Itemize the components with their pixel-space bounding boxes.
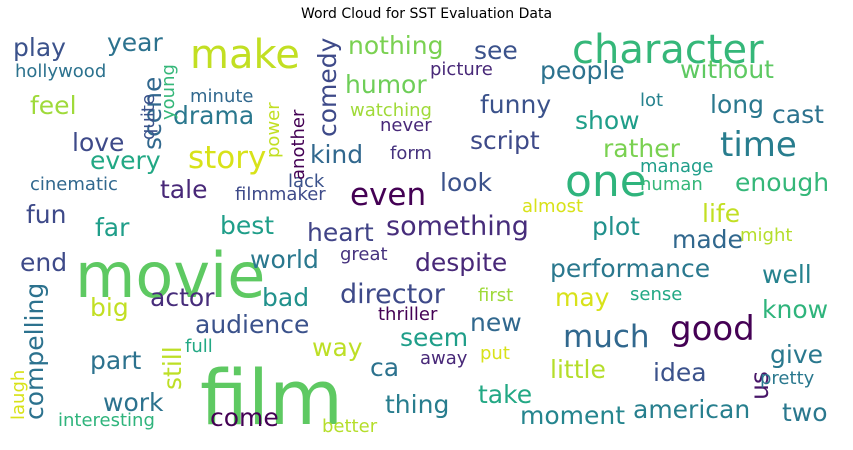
word-funny: funny bbox=[480, 90, 552, 119]
word-little: little bbox=[550, 355, 606, 384]
word-far: far bbox=[95, 213, 130, 242]
word-human: human bbox=[640, 174, 703, 195]
word-cast: cast bbox=[772, 100, 824, 129]
word-still: still bbox=[158, 346, 187, 390]
word-every: every bbox=[90, 146, 161, 175]
word-almost: almost bbox=[522, 196, 584, 217]
word-picture: picture bbox=[430, 59, 493, 80]
word-comedy: comedy bbox=[313, 37, 342, 137]
word-end: end bbox=[20, 248, 68, 277]
word-despite: despite bbox=[415, 248, 508, 277]
word-fun: fun bbox=[26, 200, 67, 229]
word-young: young bbox=[158, 64, 179, 120]
word-big: big bbox=[90, 293, 129, 322]
word-plot: plot bbox=[592, 212, 640, 241]
word-one: one bbox=[565, 156, 647, 207]
word-character: character bbox=[572, 27, 764, 73]
word-work: work bbox=[103, 388, 164, 417]
word-quite: quite bbox=[138, 94, 159, 140]
word-full: full bbox=[185, 336, 213, 357]
word-seem: seem bbox=[400, 323, 469, 352]
word-kind: kind bbox=[310, 140, 364, 169]
word-feel: feel bbox=[30, 91, 77, 120]
word-away: away bbox=[420, 348, 468, 369]
word-see: see bbox=[474, 36, 518, 65]
word-script: script bbox=[470, 126, 540, 155]
word-first: first bbox=[478, 285, 514, 306]
word-audience: audience bbox=[195, 310, 310, 339]
word-manage: manage bbox=[640, 156, 714, 177]
word-heart: heart bbox=[307, 218, 374, 247]
word-something: something bbox=[386, 211, 529, 242]
word-actor: actor bbox=[150, 283, 215, 312]
word-moment: moment bbox=[520, 401, 626, 430]
word-american: american bbox=[633, 395, 751, 424]
word-sense: sense bbox=[630, 284, 683, 305]
word-filmmaker: filmmaker bbox=[235, 184, 326, 205]
word-way: way bbox=[312, 333, 363, 362]
word-director: director bbox=[340, 279, 445, 310]
word-lack: lack bbox=[288, 171, 325, 192]
word-may: may bbox=[555, 283, 610, 312]
word-made: made bbox=[672, 225, 743, 254]
word-better: better bbox=[322, 416, 378, 437]
word-lot: lot bbox=[640, 90, 664, 111]
word-well: well bbox=[762, 260, 812, 289]
word-interesting: interesting bbox=[58, 410, 155, 431]
word-bad: bad bbox=[262, 283, 310, 312]
word-know: know bbox=[762, 295, 829, 324]
word-people: people bbox=[540, 56, 625, 85]
word-take: take bbox=[478, 380, 533, 409]
word-good: good bbox=[670, 309, 755, 349]
word-humor: humor bbox=[345, 70, 427, 99]
word-give: give bbox=[770, 340, 823, 369]
word-story: story bbox=[188, 140, 267, 176]
word-put: put bbox=[480, 343, 510, 364]
word-might: might bbox=[740, 225, 793, 246]
word-without: without bbox=[680, 55, 774, 84]
word-ca: ca bbox=[370, 353, 400, 382]
word-hollywood: hollywood bbox=[15, 61, 107, 82]
word-part: part bbox=[90, 346, 142, 375]
word-movie: movie bbox=[75, 239, 266, 312]
word-rather: rather bbox=[603, 134, 680, 163]
word-show: show bbox=[575, 106, 640, 135]
word-form: form bbox=[390, 143, 432, 164]
word-pretty: pretty bbox=[760, 368, 815, 389]
word-laugh: laugh bbox=[8, 369, 29, 420]
word-cinematic: cinematic bbox=[30, 174, 118, 195]
word-never: never bbox=[380, 115, 432, 136]
word-cloud: film movie one character make good time story ev… bbox=[8, 27, 843, 442]
word-thing: thing bbox=[385, 390, 450, 419]
word-long: long bbox=[710, 90, 764, 119]
word-year: year bbox=[107, 28, 163, 57]
word-another: another bbox=[288, 109, 309, 180]
word-love: love bbox=[72, 128, 125, 157]
word-great: great bbox=[340, 244, 388, 265]
word-life: life bbox=[702, 199, 741, 228]
word-tale: tale bbox=[160, 175, 208, 204]
word-play: play bbox=[13, 33, 66, 62]
word-performance: performance bbox=[550, 254, 711, 283]
word-much: much bbox=[563, 319, 650, 355]
word-enough: enough bbox=[735, 168, 830, 197]
word-two: two bbox=[782, 398, 828, 427]
word-idea: idea bbox=[653, 358, 707, 387]
chart-title: Word Cloud for SST Evaluation Data bbox=[300, 6, 553, 22]
word-world: world bbox=[250, 245, 319, 274]
word-new: new bbox=[470, 308, 522, 337]
word-film: film bbox=[200, 353, 344, 442]
word-thriller: thriller bbox=[378, 304, 438, 325]
word-look: look bbox=[440, 168, 493, 197]
word-make: make bbox=[190, 32, 300, 78]
word-power: power bbox=[263, 102, 284, 158]
word-nothing: nothing bbox=[348, 31, 444, 60]
word-watching: watching bbox=[350, 100, 432, 121]
word-time: time bbox=[720, 125, 797, 165]
word-best: best bbox=[220, 211, 275, 240]
word-come: come bbox=[210, 403, 279, 432]
word-minute: minute bbox=[190, 86, 254, 107]
word-even: even bbox=[350, 177, 427, 213]
word-drama: drama bbox=[173, 101, 255, 130]
